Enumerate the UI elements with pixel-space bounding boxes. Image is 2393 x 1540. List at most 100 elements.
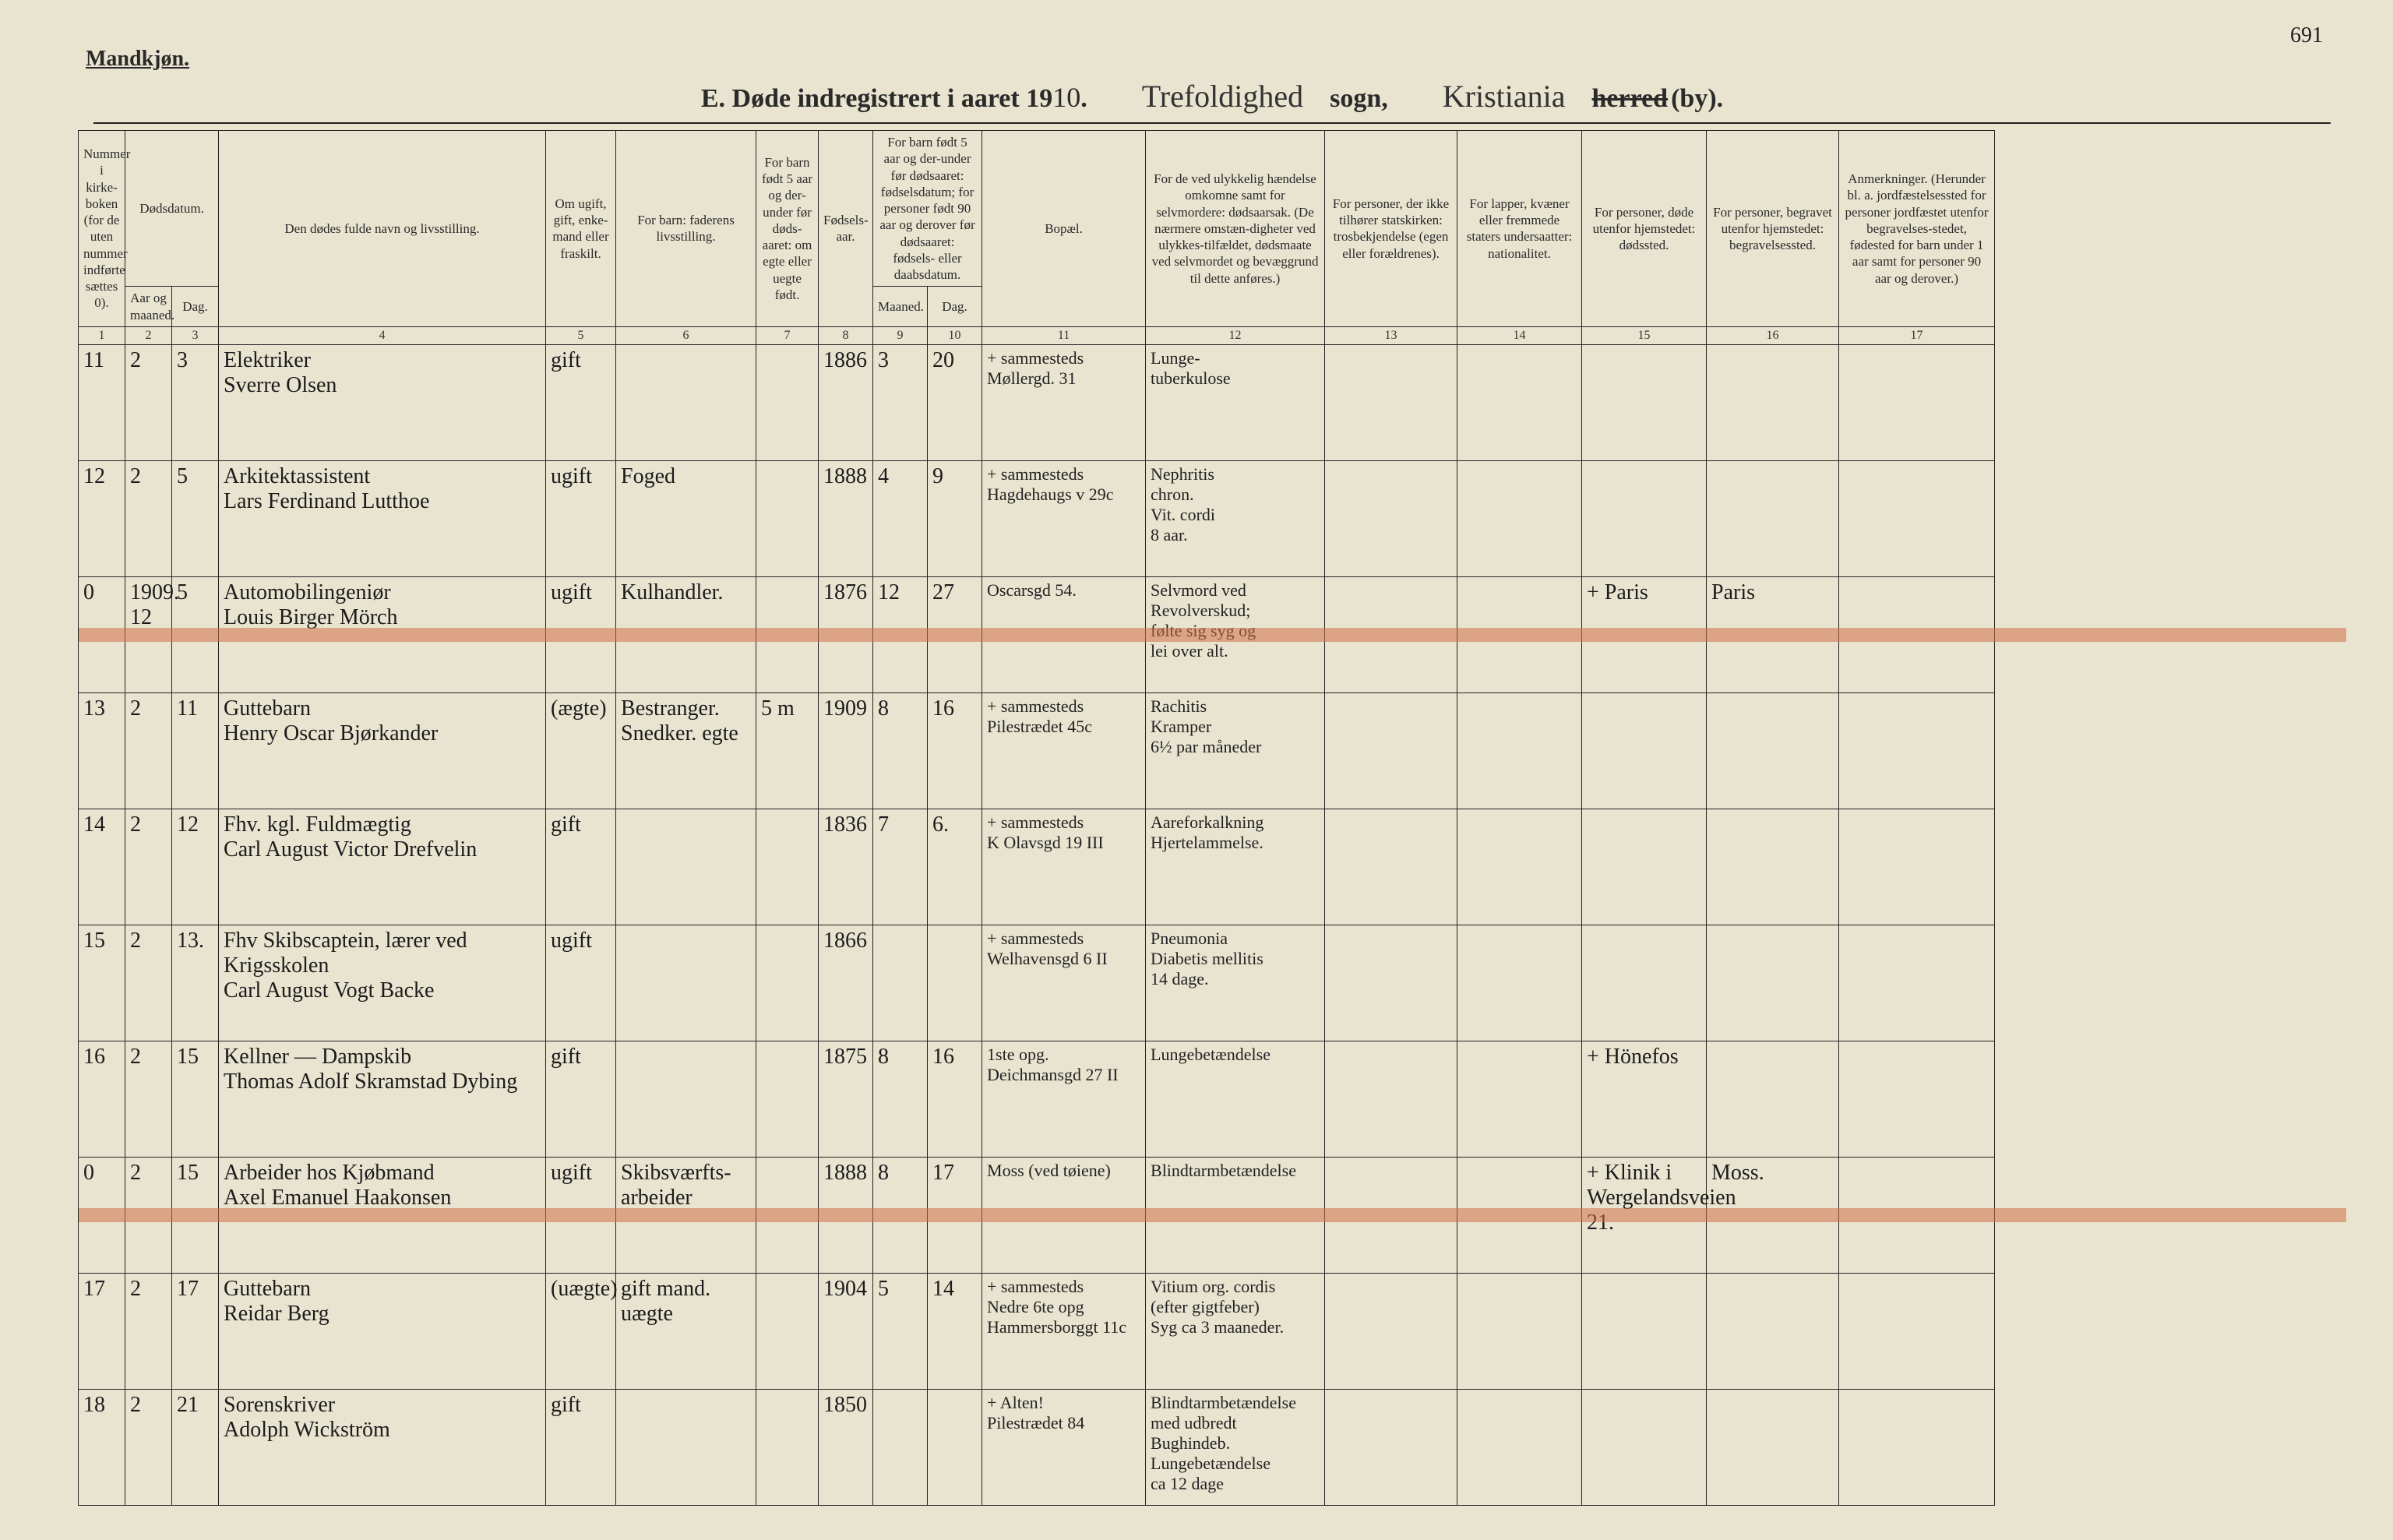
- cell-text: + Klinik i Wergelandsveien 21.: [1587, 1161, 1701, 1236]
- cell-b-month: [873, 925, 928, 1041]
- cell-c15: [1582, 460, 1707, 576]
- cell-num: 0: [79, 1157, 125, 1273]
- cell-text: 2: [130, 1045, 167, 1070]
- cell-text: 2: [130, 696, 167, 721]
- cell-c13: [1325, 576, 1457, 692]
- cell-text: Blindtarmbetændelse med udbredt Bughinde…: [1151, 1393, 1320, 1494]
- title-prefix: E. Døde indregistrert i aaret 19: [701, 84, 1052, 113]
- cell-month: 2: [125, 1157, 172, 1273]
- hdr-10: Dag.: [928, 287, 982, 327]
- cell-text: + sammesteds K Olavsgd 19 III: [987, 812, 1140, 853]
- cell-c14: [1457, 1157, 1582, 1273]
- cell-text: Guttebarn Reidar Berg: [224, 1277, 541, 1327]
- hdr-1: Nummer i kirke-boken (for de uten nummer…: [79, 131, 125, 327]
- page-number: 691: [2290, 23, 2323, 48]
- cell-civil: (ægte): [546, 692, 616, 809]
- cell-num: 14: [79, 809, 125, 925]
- cell-c15: + Klinik i Wergelandsveien 21.: [1582, 1157, 1707, 1273]
- cell-text: 13.: [177, 929, 213, 953]
- cell-text: 1904: [823, 1277, 868, 1302]
- cell-b-day: 27: [928, 576, 982, 692]
- cell-text: + Hönefos: [1587, 1045, 1701, 1070]
- cell-c16: [1707, 809, 1839, 925]
- cell-text: + Alten! Pilestrædet 84: [987, 1393, 1140, 1433]
- hdr-8: Fødsels-aar.: [819, 131, 873, 327]
- cell-b-day: 20: [928, 344, 982, 460]
- herred-struck: herred: [1592, 84, 1669, 113]
- cell-num: 11: [79, 344, 125, 460]
- cell-text: 1888: [823, 464, 868, 489]
- cell-civil: gift: [546, 809, 616, 925]
- cell-b-day: 16: [928, 1041, 982, 1157]
- cell-text: Sorenskriver Adolph Wickström: [224, 1393, 541, 1443]
- cell-text: Fhv. kgl. Fuldmægtig Carl August Victor …: [224, 812, 541, 862]
- cell-b-month: 8: [873, 1157, 928, 1273]
- cell-month: 2: [125, 1389, 172, 1505]
- cell-text: Selvmord ved Revolverskud; følte sig syg…: [1151, 580, 1320, 661]
- title-year: 10: [1052, 82, 1080, 113]
- table-row: 13211Guttebarn Henry Oscar Bjørkander(æg…: [79, 692, 2346, 809]
- cell-b-month: 8: [873, 692, 928, 809]
- cell-c17: [1839, 809, 1995, 925]
- cell-b-month: 7: [873, 809, 928, 925]
- cell-legit: [756, 1273, 819, 1389]
- colnum: 5: [546, 326, 616, 344]
- cell-text: 5 m: [761, 696, 813, 721]
- cell-num: 15: [79, 925, 125, 1041]
- cell-text: 16: [83, 1045, 120, 1070]
- hdr-13: For personer, der ikke tilhører statskir…: [1325, 131, 1457, 327]
- cell-c16: [1707, 1273, 1839, 1389]
- cell-c15: [1582, 809, 1707, 925]
- cell-month: 1909. 12: [125, 576, 172, 692]
- table-row: 16215Kellner — Dampskib Thomas Adolf Skr…: [79, 1041, 2346, 1157]
- cell-text: 4: [878, 464, 922, 489]
- hdr-9-10-group: For barn født 5 aar og der-under før død…: [873, 131, 982, 287]
- cell-text: Nephritis chron. Vit. cordi 8 aar.: [1151, 464, 1320, 545]
- cell-cause: Rachitis Kramper 6½ par måneder: [1146, 692, 1325, 809]
- cell-c15: + Hönefos: [1582, 1041, 1707, 1157]
- cell-residence: + sammesteds K Olavsgd 19 III: [982, 809, 1146, 925]
- cell-text: Fhv Skibscaptein, lærer ved Krigsskolen …: [224, 929, 541, 1004]
- cell-text: 16: [932, 1045, 977, 1070]
- cell-text: Lunge- tuberkulose: [1151, 348, 1320, 389]
- cell-birth-year: 1909: [819, 692, 873, 809]
- cell-c16: [1707, 925, 1839, 1041]
- cell-text: gift: [551, 812, 611, 837]
- cell-text: 8: [878, 1161, 922, 1186]
- cell-text: 11: [177, 696, 213, 721]
- cell-text: 17: [932, 1161, 977, 1186]
- cell-text: 6.: [932, 812, 977, 837]
- cell-legit: [756, 576, 819, 692]
- cell-text: gift: [551, 348, 611, 373]
- cell-day: 15: [172, 1157, 219, 1273]
- cell-month: 2: [125, 344, 172, 460]
- table-row: 18221Sorenskriver Adolph Wickströmgift18…: [79, 1389, 2346, 1505]
- cell-c13: [1325, 692, 1457, 809]
- cell-c16: Moss.: [1707, 1157, 1839, 1273]
- hdr-2: Aar og maaned.: [125, 287, 172, 327]
- cell-birth-year: 1875: [819, 1041, 873, 1157]
- cell-text: 1850: [823, 1393, 868, 1418]
- cell-b-month: [873, 1389, 928, 1505]
- cell-text: Arkitektassistent Lars Ferdinand Lutthoe: [224, 464, 541, 514]
- cell-c16: [1707, 692, 1839, 809]
- cell-day: 3: [172, 344, 219, 460]
- cell-text: + sammesteds Welhavensgd 6 II: [987, 929, 1140, 969]
- cell-c16: [1707, 1389, 1839, 1505]
- cell-text: 2: [130, 464, 167, 489]
- cell-name: Guttebarn Henry Oscar Bjørkander: [219, 692, 546, 809]
- colnum: 13: [1325, 326, 1457, 344]
- cell-text: 5: [177, 580, 213, 605]
- cell-c16: Paris: [1707, 576, 1839, 692]
- cell-text: 0: [83, 580, 120, 605]
- colnum: 17: [1839, 326, 1995, 344]
- cell-civil: gift: [546, 344, 616, 460]
- cell-legit: [756, 925, 819, 1041]
- cell-residence: Moss (ved tøiene): [982, 1157, 1146, 1273]
- cell-c16: [1707, 344, 1839, 460]
- cell-father: [616, 1041, 756, 1157]
- cell-text: Moss.: [1711, 1161, 1834, 1186]
- cell-civil: ugift: [546, 1157, 616, 1273]
- cell-civil: ugift: [546, 460, 616, 576]
- cell-father: Kulhandler.: [616, 576, 756, 692]
